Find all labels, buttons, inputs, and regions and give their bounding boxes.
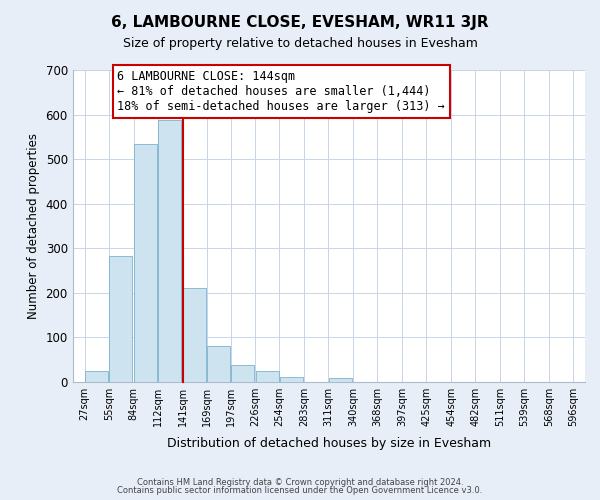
X-axis label: Distribution of detached houses by size in Evesham: Distribution of detached houses by size … xyxy=(167,437,491,450)
Text: Contains public sector information licensed under the Open Government Licence v3: Contains public sector information licen… xyxy=(118,486,482,495)
Bar xyxy=(109,256,133,382)
Bar xyxy=(158,120,181,382)
Text: Size of property relative to detached houses in Evesham: Size of property relative to detached ho… xyxy=(122,38,478,51)
Text: Contains HM Land Registry data © Crown copyright and database right 2024.: Contains HM Land Registry data © Crown c… xyxy=(137,478,463,487)
Bar xyxy=(280,377,303,382)
Y-axis label: Number of detached properties: Number of detached properties xyxy=(27,133,40,319)
Bar xyxy=(256,370,279,382)
Text: 6 LAMBOURNE CLOSE: 144sqm
← 81% of detached houses are smaller (1,444)
18% of se: 6 LAMBOURNE CLOSE: 144sqm ← 81% of detac… xyxy=(117,70,445,113)
Bar xyxy=(85,370,108,382)
Bar xyxy=(134,144,157,382)
Bar xyxy=(329,378,352,382)
Text: 6, LAMBOURNE CLOSE, EVESHAM, WR11 3JR: 6, LAMBOURNE CLOSE, EVESHAM, WR11 3JR xyxy=(111,15,489,30)
Bar xyxy=(207,346,230,382)
Bar xyxy=(183,288,206,382)
Bar xyxy=(231,365,254,382)
